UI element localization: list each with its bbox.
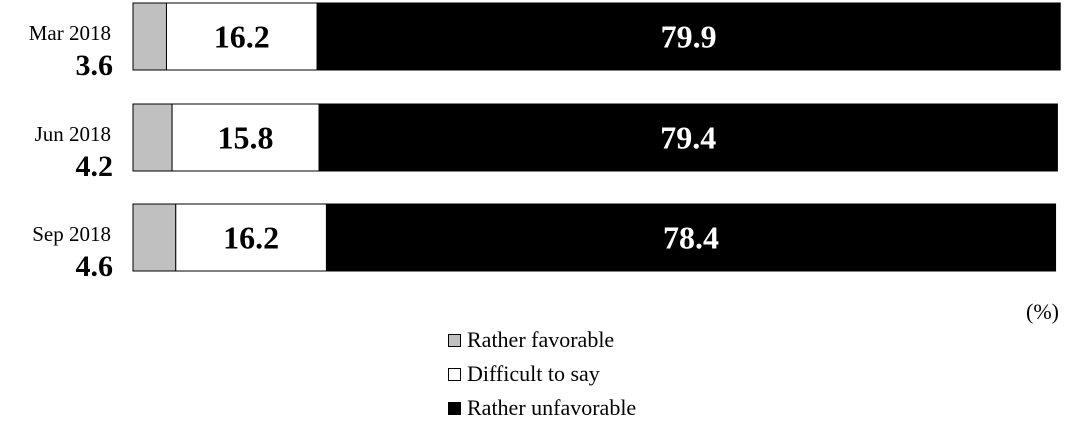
data-label-difficult-to-say-mar-2018: 16.2: [214, 19, 270, 55]
category-label-mar-2018: Mar 2018: [29, 21, 111, 45]
legend-item-difficult-to-say: Difficult to say: [448, 357, 636, 391]
bar-rather-favorable-mar-2018: [132, 2, 167, 71]
bar-difficult-to-say-jun-2018: [171, 103, 320, 172]
category-label-sep-2018: Sep 2018: [32, 222, 111, 246]
bar-rather-unfavorable-mar-2018: [316, 2, 1061, 71]
data-label-difficult-to-say-jun-2018: 15.8: [218, 120, 274, 156]
legend-label-difficult-to-say: Difficult to say: [467, 361, 600, 386]
data-label-rather-favorable-sep-2018: 4.6: [76, 250, 114, 283]
unit-label: (%): [1026, 299, 1059, 324]
data-label-rather-favorable-mar-2018: 3.6: [76, 49, 114, 82]
legend-item-rather-unfavorable: Rather unfavorable: [448, 391, 636, 425]
data-label-rather-unfavorable-jun-2018: 79.4: [660, 120, 716, 156]
bar-rather-unfavorable-jun-2018: [318, 103, 1058, 172]
bar-rather-unfavorable-sep-2018: [325, 203, 1057, 272]
legend-label-rather-unfavorable: Rather unfavorable: [467, 395, 637, 420]
data-label-difficult-to-say-sep-2018: 16.2: [223, 220, 279, 256]
legend-swatch-rather-unfavorable: [448, 401, 461, 415]
bar-rather-favorable-sep-2018: [132, 203, 177, 272]
legend-swatch-rather-favorable: [448, 333, 461, 347]
legend-swatch-difficult-to-say: [448, 367, 461, 381]
data-label-rather-unfavorable-sep-2018: 78.4: [663, 220, 719, 256]
legend-item-rather-favorable: Rather favorable: [448, 323, 636, 357]
bar-difficult-to-say-sep-2018: [175, 203, 327, 272]
data-label-rather-unfavorable-mar-2018: 79.9: [661, 19, 717, 55]
legend-label-rather-favorable: Rather favorable: [467, 327, 615, 352]
data-label-rather-favorable-jun-2018: 4.2: [76, 150, 114, 183]
bar-rather-favorable-jun-2018: [132, 103, 173, 172]
stacked-bar-chart: Mar 2018 3.6 16.2 79.9 Jun 2018 4.2 15.8 79.4 Se…: [29, 2, 1061, 283]
category-label-jun-2018: Jun 2018: [35, 122, 111, 146]
bar-difficult-to-say-mar-2018: [165, 2, 318, 71]
legend: Rather favorable Difficult to say Rather…: [448, 323, 636, 425]
